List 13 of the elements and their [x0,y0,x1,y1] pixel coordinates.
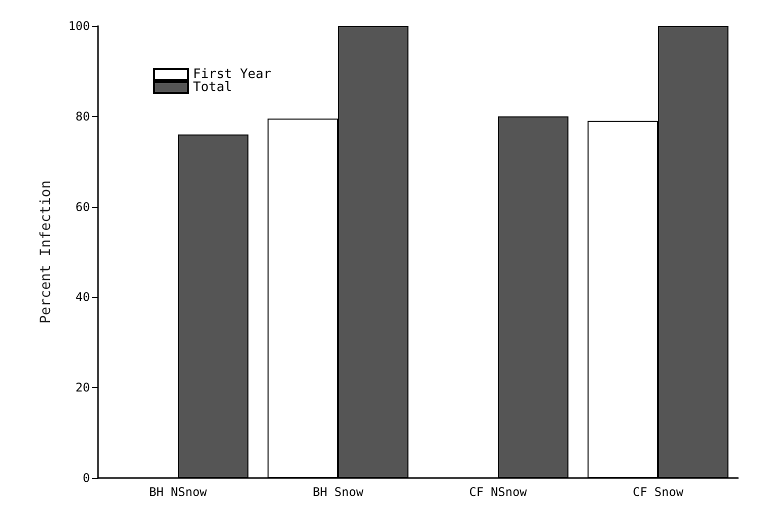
legend-label: Total [193,80,232,95]
y-tick-label: 100 [68,19,90,33]
y-tick-label: 0 [82,471,90,485]
legend-label: First Year [193,67,272,82]
y-tick-label: 80 [76,109,90,124]
x-tick-label: CF NSnow [469,485,528,499]
x-tick-label: CF Snow [632,485,684,499]
y-axis-title: Percent Infection [38,180,54,324]
y-tick-label: 20 [76,380,90,395]
y-tick-label: 60 [76,200,90,214]
x-tick-label: BH NSnow [149,485,208,499]
x-tick-label: BH Snow [312,485,364,499]
y-tick-label: 40 [76,290,90,304]
